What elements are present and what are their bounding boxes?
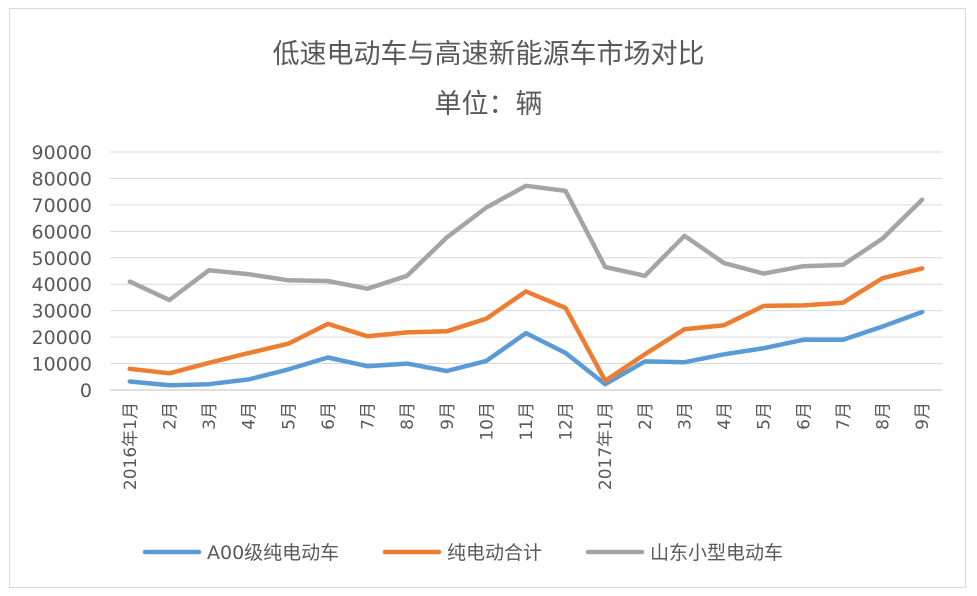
y-tick-label: 90000 xyxy=(32,142,92,164)
series-line-0 xyxy=(127,309,925,388)
y-tick-label: 50000 xyxy=(32,248,92,270)
x-tick-label: 3月 xyxy=(675,402,695,430)
legend-label-1: 纯电动合计 xyxy=(447,542,542,564)
x-tick-label: 7月 xyxy=(834,402,854,430)
y-tick-label: 20000 xyxy=(32,327,92,349)
y-tick-label: 0 xyxy=(80,380,92,402)
x-tick-label: 10月 xyxy=(477,402,497,441)
chart-subtitle: 单位：辆 xyxy=(434,89,543,120)
x-tick-label: 9月 xyxy=(438,402,458,430)
series-line-1 xyxy=(127,266,925,383)
x-tick-label: 5月 xyxy=(279,402,299,430)
y-tick-label: 80000 xyxy=(32,168,92,190)
x-tick-label: 2016年1月 xyxy=(121,402,141,490)
y-axis-ticks: 90000 80000 70000 60000 50000 40000 30000 20000… xyxy=(32,142,92,402)
chart-title: 低速电动车与高速新能源车市场对比 xyxy=(272,39,705,70)
x-tick-label: 11月 xyxy=(517,402,537,441)
y-tick-label: 10000 xyxy=(32,354,92,376)
legend: A00级纯电动车 纯电动合计 山东小型电动车 xyxy=(142,542,783,564)
x-tick-label: 7月 xyxy=(359,402,379,430)
x-tick-label: 4月 xyxy=(240,402,260,430)
x-tick-label: 8月 xyxy=(874,402,894,430)
y-tick-label: 40000 xyxy=(32,274,92,296)
x-tick-label: 8月 xyxy=(398,402,418,430)
series-line-2 xyxy=(127,183,925,303)
y-tick-label: 30000 xyxy=(32,301,92,323)
legend-label-2: 山东小型电动车 xyxy=(650,542,783,564)
x-tick-label: 6月 xyxy=(319,402,339,430)
x-tick-label: 12月 xyxy=(557,402,577,441)
x-axis-ticks: 2016年1月 2月 3月 4月 5月 6月 7月 8月 9月 10月 11月 12月 2017年1月 2… xyxy=(121,402,933,490)
x-tick-label: 5月 xyxy=(755,402,775,430)
y-tick-label: 70000 xyxy=(32,195,92,217)
y-tick-label: 60000 xyxy=(32,221,92,243)
grid-lines xyxy=(110,151,942,391)
legend-label-0: A00级纯电动车 xyxy=(207,542,339,564)
series-lines xyxy=(127,183,925,388)
x-tick-label: 2月 xyxy=(636,402,656,430)
x-tick-label: 3月 xyxy=(200,402,220,430)
x-tick-label: 4月 xyxy=(715,402,735,430)
x-tick-label: 2017年1月 xyxy=(596,402,616,490)
x-tick-label: 6月 xyxy=(794,402,814,430)
x-tick-label: 2月 xyxy=(160,402,180,430)
x-tick-label: 9月 xyxy=(913,402,933,430)
